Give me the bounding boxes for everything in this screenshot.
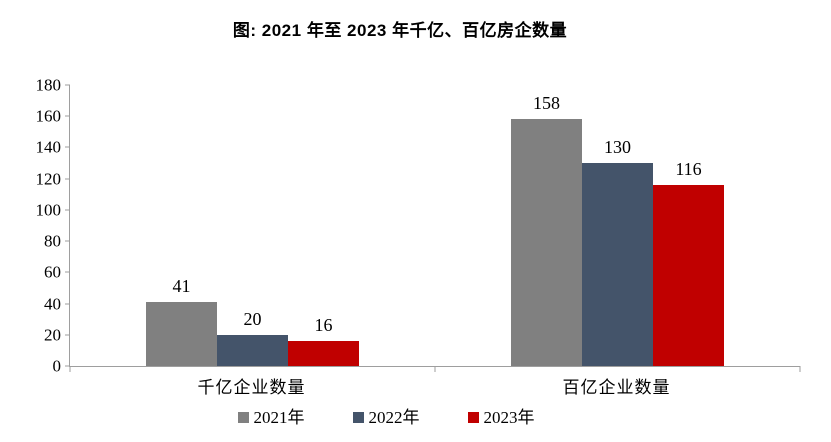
x-axis-tick <box>69 366 71 372</box>
y-axis-tick-label: 80 <box>44 231 61 251</box>
bar <box>511 119 582 366</box>
y-axis-tick-label: 120 <box>35 169 62 189</box>
y-axis-tick-label: 180 <box>35 75 62 95</box>
y-axis-tick-label: 100 <box>35 200 62 220</box>
bar-wrap: 20 <box>217 85 288 366</box>
y-axis-tick <box>65 240 70 242</box>
legend-label: 2022年 <box>368 408 420 427</box>
bar-value-label: 130 <box>604 137 631 158</box>
x-axis-category-labels: 千亿企业数量 百亿企业数量 <box>69 373 799 398</box>
y-axis-tick <box>65 365 70 367</box>
bar-wrap: 158 <box>511 85 582 366</box>
bar-wrap: 41 <box>146 85 217 366</box>
bar <box>288 341 359 366</box>
y-axis-tick-label: 0 <box>52 356 62 376</box>
legend-item: 2023年 <box>467 408 535 427</box>
bar <box>217 334 288 366</box>
y-axis-tick-label: 160 <box>35 106 62 126</box>
plot-area: 0 20 40 60 80 100 120 140 160 180 41 20 16 158 130 116 <box>36 77 801 375</box>
bar-group: 158 130 116 <box>435 85 800 366</box>
bar-value-label: 41 <box>172 276 191 296</box>
y-axis-tick <box>65 178 70 180</box>
y-axis-tick-label: 140 <box>35 137 62 157</box>
bar-group: 41 20 16 <box>70 85 435 366</box>
x-axis-category-label: 百亿企业数量 <box>562 378 671 397</box>
bar <box>146 302 217 366</box>
bar-value-label: 16 <box>314 315 333 336</box>
legend-swatch <box>467 412 479 423</box>
y-axis-tick <box>65 84 70 86</box>
y-axis-tick-label: 60 <box>44 262 61 282</box>
y-axis-tick-label: 40 <box>44 294 61 314</box>
y-axis-tick <box>65 115 70 117</box>
bar <box>582 163 653 366</box>
chart-title: 图: 2021 年至 2023 年千亿、百亿房企数量 <box>232 21 568 40</box>
x-axis-tick <box>434 366 436 372</box>
legend-swatch <box>237 412 249 423</box>
y-axis-tick <box>65 303 70 305</box>
bar-wrap: 116 <box>653 85 724 366</box>
bar-value-label: 20 <box>243 308 262 329</box>
legend-label: 2021年 <box>253 408 305 427</box>
bar-wrap: 130 <box>582 85 653 366</box>
y-axis-tick <box>65 334 70 336</box>
bar-value-label: 158 <box>533 93 560 114</box>
legend-label: 2023年 <box>483 408 535 427</box>
bar-groups: 41 20 16 158 130 116 <box>70 85 800 366</box>
legend-item: 2021年 <box>237 408 305 427</box>
bar-wrap: 16 <box>288 85 359 366</box>
y-axis-tick <box>65 146 70 148</box>
bar <box>653 184 724 366</box>
legend-swatch <box>352 412 364 423</box>
y-axis-tick-label: 20 <box>44 325 61 345</box>
legend: 2021年 2022年 2023年 <box>0 409 772 426</box>
legend-item: 2022年 <box>352 408 420 427</box>
y-axis-tick <box>65 209 70 211</box>
x-axis-tick <box>799 366 801 372</box>
y-axis-tick <box>65 271 70 273</box>
x-axis-category-label: 千亿企业数量 <box>197 378 306 397</box>
bar-value-label: 116 <box>675 158 702 179</box>
